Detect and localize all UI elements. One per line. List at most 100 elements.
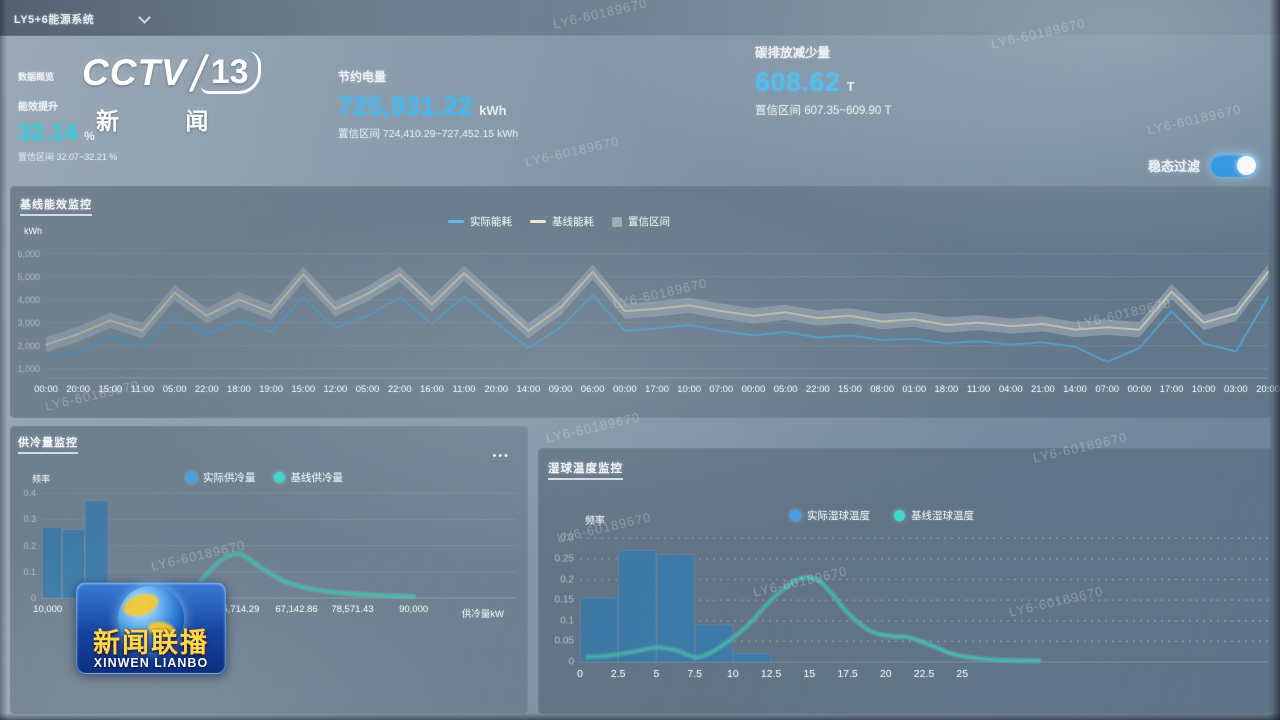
x-tick: 04:00 bbox=[998, 384, 1023, 395]
legend-swatch-icon bbox=[273, 472, 285, 483]
y-tick: 0 bbox=[31, 593, 36, 603]
y-tick: 0.3 bbox=[560, 533, 574, 544]
cooling-chart-x-axis: 10,000 55,714.29 67,142.86 78,571.43 90,000 供… bbox=[33, 604, 516, 620]
x-tick: 11:00 bbox=[452, 384, 476, 395]
legend-swatch-icon bbox=[530, 220, 546, 223]
x-tick: 11:00 bbox=[967, 384, 991, 395]
x-tick: 15:00 bbox=[291, 384, 316, 395]
kpi-confidence: 置信区间 607.35~609.90 T bbox=[755, 105, 892, 117]
x-tick: 03:00 bbox=[1223, 384, 1248, 395]
kpi-value: 608.62 bbox=[755, 67, 841, 97]
x-tick: 07:00 bbox=[1095, 384, 1120, 395]
x-tick: 05:00 bbox=[162, 384, 187, 395]
x-tick: 22:00 bbox=[805, 384, 830, 395]
kpi-label: 碳排放减少量 bbox=[755, 46, 831, 60]
legend-item[interactable]: 实际湿球温度 bbox=[790, 508, 870, 523]
screen-bezel-left bbox=[0, 0, 7, 720]
xinwen-lianbo-logo: 新闻联播 XINWEN LIANBO bbox=[76, 582, 226, 674]
main-chart-legend: 实际能耗 基线能耗 置信区间 bbox=[448, 214, 670, 229]
y-axis-unit: 频率 bbox=[585, 516, 605, 527]
y-tick: 0 bbox=[568, 657, 574, 668]
x-tick: 20:00 bbox=[66, 384, 91, 395]
topbar: LY5+6能源系统 bbox=[0, 0, 1280, 36]
kpi-label: 节约电量 bbox=[338, 70, 387, 84]
x-axis-label: 供冷量kW bbox=[461, 609, 504, 620]
y-tick: 0.2 bbox=[560, 574, 574, 585]
x-tick: 12:00 bbox=[323, 384, 348, 395]
legend-item[interactable]: 基线供冷量 bbox=[273, 470, 343, 485]
x-tick: 25 bbox=[956, 668, 969, 680]
legend-label: 实际湿球温度 bbox=[807, 510, 870, 522]
program-title-romanized: XINWEN LIANBO bbox=[93, 656, 209, 670]
steady-filter-row: 稳态过滤 bbox=[1148, 154, 1258, 177]
program-title: 新闻联播 bbox=[93, 628, 209, 658]
panel-title: 供冷量监控 bbox=[18, 434, 78, 454]
x-tick: 05:00 bbox=[355, 384, 380, 395]
y-tick: 0.1 bbox=[23, 567, 36, 577]
main-line-chart: 1,000 2,000 3,000 4,000 5,000 6,000 bbox=[17, 242, 1269, 379]
x-tick: 05:00 bbox=[773, 384, 798, 395]
x-tick: 20:00 bbox=[1256, 384, 1280, 395]
kpi-carbon-reduction: 碳排放减少量 608.62 T 置信区间 607.35~609.90 T bbox=[755, 42, 891, 118]
system-selector[interactable]: LY5+6能源系统 bbox=[14, 14, 95, 26]
watermark-text: LY6-60189670 bbox=[523, 133, 621, 170]
x-tick: 55,714.29 bbox=[217, 604, 260, 615]
cooling-histogram-chart: 0 0.1 0.2 0.3 0.4 bbox=[23, 488, 516, 603]
y-tick: 6,000 bbox=[17, 249, 40, 259]
y-tick: 3,000 bbox=[17, 318, 40, 328]
toggle-knob bbox=[1237, 156, 1256, 175]
x-tick: 2.5 bbox=[610, 668, 626, 680]
x-tick: 14:00 bbox=[1063, 384, 1087, 395]
x-tick: 18:00 bbox=[227, 384, 251, 395]
kpi-unit: T bbox=[846, 79, 855, 94]
kpi-value: 32.14 bbox=[18, 119, 79, 145]
legend-item[interactable]: 基线湿球温度 bbox=[894, 508, 974, 523]
cooling-chart-canvas bbox=[42, 492, 516, 600]
legend-item[interactable]: 置信区间 bbox=[612, 214, 670, 229]
x-tick: 10:00 bbox=[1191, 384, 1216, 395]
y-tick: 0.2 bbox=[23, 541, 36, 551]
legend-swatch-icon bbox=[448, 220, 464, 223]
screen-bezel-bottom bbox=[0, 713, 1280, 720]
wetbulb-histogram-chart: 0 0.05 0.1 0.15 0.2 0.25 0.3 bbox=[555, 530, 1268, 668]
cctv-channel-number: 13 bbox=[200, 51, 261, 94]
watermark-text: LY6-60189670 bbox=[1145, 101, 1243, 138]
toggle-label: 稳态过滤 bbox=[1147, 159, 1200, 174]
legend-label: 基线能耗 bbox=[552, 216, 594, 228]
x-tick: 17.5 bbox=[837, 668, 858, 680]
legend-swatch-icon bbox=[790, 510, 801, 521]
y-tick: 0.4 bbox=[23, 488, 36, 498]
y-tick: 1,000 bbox=[17, 364, 40, 374]
x-tick: 10,000 bbox=[33, 604, 63, 615]
more-options-icon[interactable]: ••• bbox=[492, 450, 510, 462]
legend-item[interactable]: 基线能耗 bbox=[530, 214, 594, 229]
x-tick: 17:00 bbox=[645, 384, 669, 395]
legend-label: 实际供冷量 bbox=[203, 472, 256, 484]
x-tick: 20:00 bbox=[484, 384, 509, 395]
x-tick: 00:00 bbox=[612, 384, 637, 395]
toggle-switch[interactable] bbox=[1210, 154, 1258, 177]
x-tick: 14:00 bbox=[516, 384, 541, 395]
x-tick: 06:00 bbox=[580, 384, 605, 395]
y-tick: 4,000 bbox=[17, 295, 40, 305]
y-tick: 0.3 bbox=[23, 514, 36, 524]
x-tick: 7.5 bbox=[687, 668, 702, 680]
kpi-value: 725,931.22 bbox=[338, 91, 474, 121]
y-tick: 0.15 bbox=[555, 595, 574, 606]
panel-wetbulb-temperature: 湿球温度监控 bbox=[538, 448, 1272, 714]
panel-title: 湿球温度监控 bbox=[548, 460, 623, 480]
x-tick: 19:00 bbox=[259, 384, 283, 395]
kpi-label: 能效提升 bbox=[18, 102, 58, 113]
legend-item[interactable]: 实际供冷量 bbox=[186, 470, 256, 485]
x-tick: 67,142.86 bbox=[275, 604, 318, 615]
x-tick: 00:00 bbox=[34, 384, 58, 395]
panel-baseline-energy: 基线能效监控 bbox=[10, 186, 1272, 418]
legend-item[interactable]: 实际能耗 bbox=[448, 214, 512, 229]
y-tick: 0.25 bbox=[555, 553, 574, 564]
chevron-down-icon[interactable] bbox=[138, 11, 151, 24]
panel-title: 基线能效监控 bbox=[20, 196, 92, 216]
x-tick: 00:00 bbox=[1127, 384, 1152, 395]
cctv13-logo: CCTV 13 新 闻 bbox=[82, 51, 261, 136]
wetbulb-chart-x-axis: 0 2.5 5 7.5 10 12.5 15 17.5 20 22.5 25 bbox=[577, 668, 1268, 682]
